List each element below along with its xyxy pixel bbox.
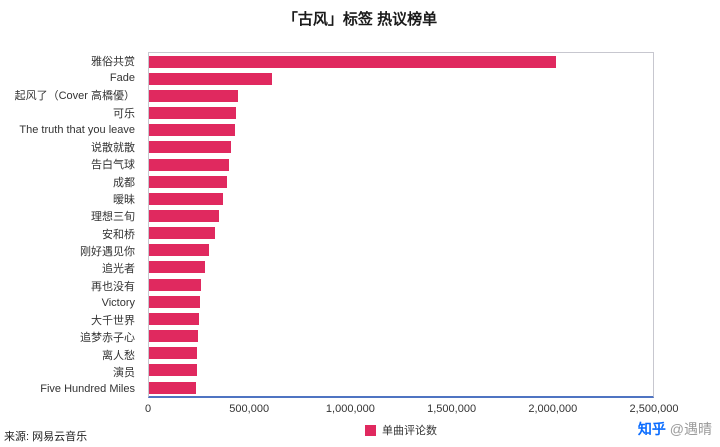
chart-row <box>149 139 653 156</box>
category-label: 再也没有 <box>91 280 135 293</box>
category-label: 刚好遇见你 <box>80 245 135 258</box>
category-label: 成都 <box>113 176 135 189</box>
category-label: 告白气球 <box>91 159 135 172</box>
chart-row <box>149 310 653 327</box>
bar <box>149 124 235 137</box>
bar <box>149 278 202 291</box>
category-label: 理想三旬 <box>91 211 135 224</box>
chart-row <box>149 225 653 242</box>
bar <box>149 89 238 102</box>
category-label: 雅俗共赏 <box>91 55 135 68</box>
legend: 单曲评论数 <box>148 422 654 438</box>
category-label: 大千世界 <box>91 315 135 328</box>
bar <box>149 261 206 274</box>
bar <box>149 244 210 257</box>
bar <box>149 381 197 394</box>
x-tick-label: 0 <box>144 403 152 415</box>
category-label: 离人愁 <box>102 349 135 362</box>
plot-area <box>148 52 654 398</box>
legend-label: 单曲评论数 <box>382 425 437 437</box>
chart-row <box>149 242 653 259</box>
chart-row <box>149 379 653 396</box>
category-label: Five Hundred Miles <box>40 383 135 396</box>
chart-row <box>149 87 653 104</box>
category-label: 演员 <box>113 366 135 379</box>
bar <box>149 107 236 120</box>
bar <box>149 227 215 240</box>
bar <box>149 330 199 343</box>
watermark: 知乎 @遇晴 <box>638 419 712 439</box>
chart-row <box>149 156 653 173</box>
bar <box>149 55 557 68</box>
bar <box>149 312 200 325</box>
chart-row <box>149 53 653 70</box>
chart-row <box>149 173 653 190</box>
category-label: 说散就散 <box>91 142 135 155</box>
category-label: 起风了（Cover 高橋優） <box>14 90 135 103</box>
bar <box>149 158 229 171</box>
x-axis-tick-labels: 0 500,000 1,000,000 1,500,000 2,000,000 2,500… <box>144 403 679 417</box>
category-label: The truth that you leave <box>19 123 135 136</box>
bar <box>149 141 231 154</box>
chart-row <box>149 190 653 207</box>
x-tick-label: 1,000,000 <box>325 403 375 415</box>
chart-row <box>149 70 653 87</box>
bar <box>149 364 198 377</box>
x-tick-label: 500,000 <box>229 403 270 415</box>
chart-row <box>149 259 653 276</box>
x-tick-label: 2,500,000 <box>629 403 679 415</box>
source-note: 来源: 网易云音乐 <box>4 431 88 443</box>
watermark-author: @遇晴 <box>669 421 712 437</box>
category-label: Fade <box>109 71 135 84</box>
zhihu-logo: 知乎 <box>637 421 666 437</box>
category-label: 暧昧 <box>113 194 135 207</box>
chart-row <box>149 104 653 121</box>
x-tick-label: 1,500,000 <box>427 403 477 415</box>
bar <box>149 347 198 360</box>
bar <box>149 175 227 188</box>
chart-row <box>149 293 653 310</box>
y-axis-labels: 雅俗共赏 Fade 起风了（Cover 高橋優） 可乐 The truth that y… <box>0 52 142 398</box>
chart-title: 「古风」标签 热议榜单 <box>282 11 438 28</box>
category-label: 安和桥 <box>102 228 135 241</box>
bar <box>149 295 201 308</box>
bar <box>149 192 223 205</box>
x-tick-label: 2,000,000 <box>528 403 578 415</box>
legend-swatch <box>365 424 376 436</box>
chart-row <box>149 328 653 345</box>
chart-row <box>149 345 653 362</box>
chart-row <box>149 122 653 139</box>
category-label: 追光者 <box>102 263 135 276</box>
chart-row <box>149 207 653 224</box>
category-label: 可乐 <box>113 107 135 120</box>
bar <box>149 209 219 222</box>
category-label: Victory <box>101 296 135 309</box>
chart-row <box>149 276 653 293</box>
chart-row <box>149 362 653 379</box>
bar <box>149 72 272 85</box>
category-label: 追梦赤子心 <box>80 332 135 345</box>
